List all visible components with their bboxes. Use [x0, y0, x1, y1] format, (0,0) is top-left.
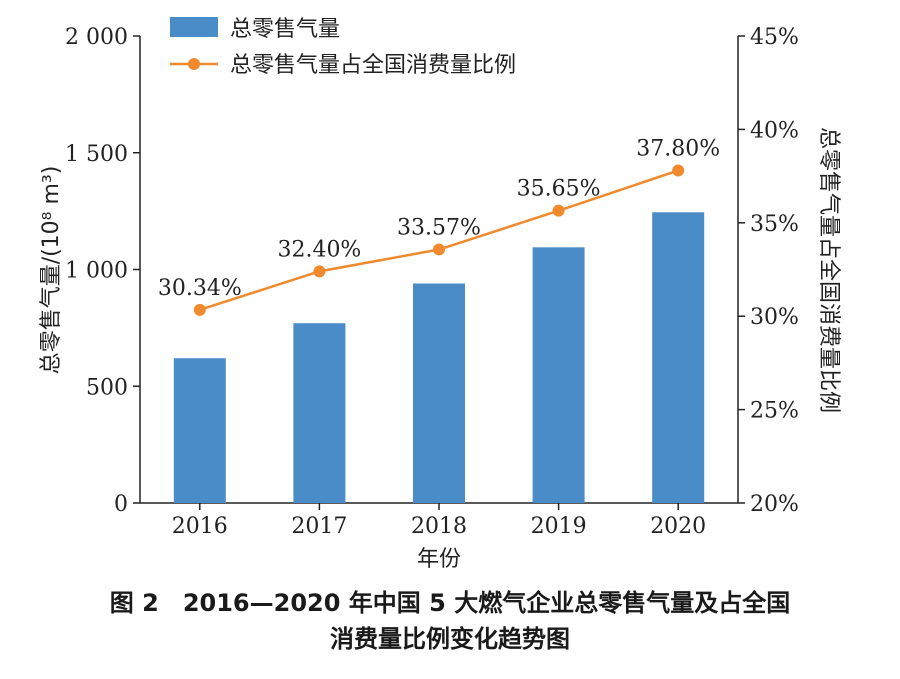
figure-caption-line-1: 图 2 2016—2020 年中国 5 大燃气企业总零售气量及占全国 — [109, 589, 791, 617]
right-axis-title: 总零售气量占全国消费量比例 — [816, 127, 841, 413]
ratio-point-2016 — [193, 303, 206, 316]
x-axis-title: 年份 — [417, 547, 461, 572]
x-tick-label: 2018 — [411, 514, 467, 539]
left-tick-label: 500 — [86, 375, 128, 400]
left-tick-label: 1 000 — [65, 259, 128, 284]
ratio-point-2020 — [672, 164, 685, 177]
ratio-data-label: 35.65% — [517, 177, 601, 202]
right-tick-label: 35% — [750, 212, 799, 237]
legend: 总零售气量 总零售气量占全国消费量比例 — [170, 17, 516, 78]
legend-line-marker — [188, 58, 200, 70]
legend-bar-swatch — [170, 17, 218, 37]
ratio-point-2017 — [313, 265, 326, 278]
ratio-data-label: 32.40% — [277, 237, 361, 262]
bar-2019 — [532, 247, 585, 503]
bar-2017 — [293, 323, 346, 503]
left-tick-label: 1 500 — [65, 142, 128, 167]
bar-2020 — [652, 212, 705, 504]
bar-2018 — [413, 283, 465, 503]
right-tick-label: 40% — [750, 118, 799, 143]
ratio-point-2019 — [552, 204, 565, 217]
left-axis-title: 总零售气量/(10⁸ m³) — [39, 166, 64, 375]
legend-line-label: 总零售气量占全国消费量比例 — [230, 53, 516, 78]
x-tick-label: 2016 — [172, 514, 228, 539]
x-tick-label: 2020 — [650, 514, 706, 539]
chart: 0 500 1 000 1 500 2 000 20% 25% 30% 35% 40% 45% 3… — [39, 17, 841, 572]
x-tick-label: 2019 — [531, 514, 587, 539]
right-tick-label: 20% — [750, 492, 799, 517]
right-tick-label: 45% — [750, 25, 799, 50]
right-tick-label: 25% — [750, 399, 799, 424]
ratio-data-label: 37.80% — [636, 136, 720, 161]
left-tick-label: 0 — [114, 492, 128, 517]
ratio-data-label: 33.57% — [397, 216, 481, 241]
figure-caption-line-2: 消费量比例变化趋势图 — [330, 625, 570, 653]
ratio-point-2018 — [433, 243, 445, 256]
bar-2016 — [173, 358, 226, 503]
right-tick-label: 30% — [750, 305, 799, 330]
x-tick-label: 2017 — [291, 514, 347, 539]
legend-bar-label: 总零售气量 — [230, 17, 340, 42]
ratio-data-label: 30.34% — [158, 276, 242, 301]
left-tick-label: 2 000 — [65, 25, 128, 50]
